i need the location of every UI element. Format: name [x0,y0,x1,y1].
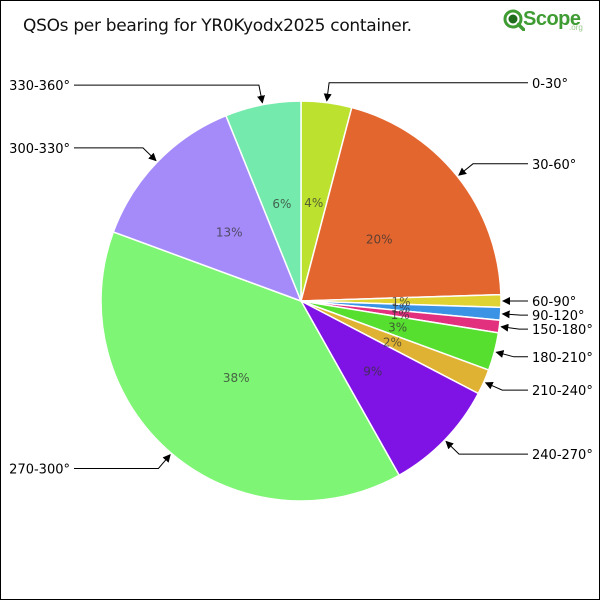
slice-label: 300-330° [9,142,70,157]
callout-line [323,82,528,102]
callout-line [500,323,528,332]
slice-label: 0-30° [532,77,568,92]
slice-label: 30-60° [532,158,576,173]
slice-label: 60-90° [532,295,576,310]
chart-title: QSOs per bearing for YR0Kyodx2025 contai… [23,16,412,36]
slice-label: 150-180° [532,323,593,338]
pie-callouts: 0-30° 30-60° 60-90°90-120°150-180° 180-210°… [9,77,593,478]
slice-percent-label: 2% [383,336,402,350]
callout-line [501,310,528,319]
pie-slices [100,100,502,502]
slice-percent-label: 1% [391,301,410,315]
slice-label: 180-210° [532,351,593,366]
pie-slice [224,100,302,302]
callout-line [458,163,528,176]
logo-text: Scope [523,8,581,30]
callout-line [484,381,528,391]
slice-label: 270-300° [9,463,70,478]
callout-line [74,147,157,162]
magnifier-q-icon [503,9,525,31]
pie-slice [100,230,401,502]
slice-percent-label: 3% [388,320,407,334]
slice-percent-label: 13% [216,225,243,239]
pie-slice [299,299,480,477]
pie-slice [112,114,303,303]
callout-line [74,84,265,104]
qscope-logo[interactable]: Scope .org [501,6,591,36]
callout-line [74,454,171,469]
slice-label: 240-270° [532,448,593,463]
slice-percent-label: 1% [391,308,410,322]
slice-percent-label: 4% [304,196,323,210]
slice-label: 330-360° [9,79,70,94]
slice-percent-label: 1% [391,295,410,309]
pie-percent-labels: 4%20%1%1%1%3%2%9%38%13%6% [216,196,411,385]
slice-percent-label: 9% [363,365,382,379]
slice-percent-label: 38% [223,371,250,385]
slice-percent-label: 6% [272,197,291,211]
slice-label: 90-120° [532,309,585,324]
slice-label: 210-240° [532,384,593,399]
slice-percent-label: 20% [366,233,393,247]
pie-slice [300,106,502,302]
callout-line [445,440,528,455]
logo-suffix: .org [569,23,583,32]
callout-line [495,350,528,358]
